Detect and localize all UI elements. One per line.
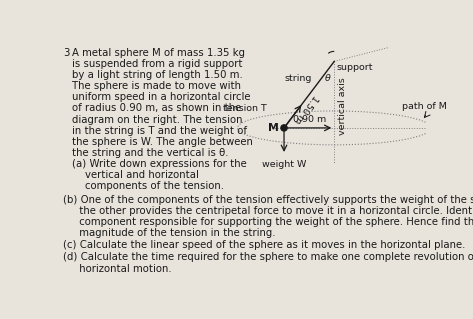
Text: 3: 3 — [63, 48, 70, 57]
Text: 1.50 m: 1.50 m — [292, 93, 319, 124]
Text: component responsible for supporting the weight of the sphere. Hence find the: component responsible for supporting the… — [63, 217, 473, 227]
Text: M: M — [268, 123, 279, 133]
Text: in the string is T and the weight of: in the string is T and the weight of — [72, 126, 247, 136]
Circle shape — [281, 125, 287, 131]
Text: components of the tension.: components of the tension. — [72, 182, 224, 191]
Text: A metal sphere M of mass 1.35 kg: A metal sphere M of mass 1.35 kg — [72, 48, 245, 57]
Text: The sphere is made to move with: The sphere is made to move with — [72, 81, 241, 91]
Text: uniform speed in a horizontal circle: uniform speed in a horizontal circle — [72, 92, 251, 102]
Text: tension T: tension T — [223, 104, 267, 113]
Text: horizontal motion.: horizontal motion. — [63, 263, 172, 273]
Text: (b) One of the components of the tension effectively supports the weight of the : (b) One of the components of the tension… — [63, 195, 473, 205]
Text: vertical and horizontal: vertical and horizontal — [72, 170, 199, 180]
Text: by a light string of length 1.50 m.: by a light string of length 1.50 m. — [72, 70, 243, 80]
Text: (d) Calculate the time required for the sphere to make one complete revolution o: (d) Calculate the time required for the … — [63, 252, 473, 262]
Text: the sphere is W. The angle between: the sphere is W. The angle between — [72, 137, 253, 147]
Text: θ: θ — [325, 74, 331, 83]
Text: vertical axis: vertical axis — [338, 77, 347, 135]
Text: 0.90 m: 0.90 m — [292, 115, 326, 124]
Text: magnitude of the tension in the string.: magnitude of the tension in the string. — [63, 228, 275, 239]
Text: (a) Write down expressions for the: (a) Write down expressions for the — [72, 159, 247, 169]
Text: path of M: path of M — [403, 102, 447, 111]
Text: string: string — [284, 74, 312, 83]
Text: (c) Calculate the linear speed of the sphere as it moves in the horizontal plane: (c) Calculate the linear speed of the sp… — [63, 241, 465, 250]
Text: is suspended from a rigid support: is suspended from a rigid support — [72, 59, 243, 69]
Text: weight W: weight W — [262, 160, 306, 169]
Text: the other provides the centripetal force to move it in a horizontal circle. Iden: the other provides the centripetal force… — [63, 206, 473, 216]
Text: diagram on the right. The tension: diagram on the right. The tension — [72, 115, 243, 124]
Text: support: support — [337, 63, 373, 72]
Text: of radius 0.90 m, as shown in the: of radius 0.90 m, as shown in the — [72, 103, 242, 113]
Text: the string and the vertical is θ.: the string and the vertical is θ. — [72, 148, 229, 158]
